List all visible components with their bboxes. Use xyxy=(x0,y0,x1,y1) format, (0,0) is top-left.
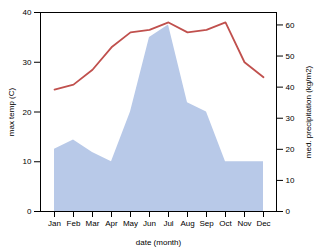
svg-text:Jun: Jun xyxy=(143,219,156,228)
svg-text:60: 60 xyxy=(286,20,295,29)
svg-text:Feb: Feb xyxy=(67,219,81,228)
svg-text:Mar: Mar xyxy=(86,219,100,228)
svg-text:med. precipitation (kg/m2): med. precipitation (kg/m2) xyxy=(304,65,313,158)
svg-text:10: 10 xyxy=(286,176,295,185)
svg-text:Jan: Jan xyxy=(48,219,61,228)
svg-text:0: 0 xyxy=(286,207,291,216)
svg-text:40: 40 xyxy=(23,8,32,17)
svg-text:Nov: Nov xyxy=(237,219,251,228)
svg-text:0: 0 xyxy=(27,207,32,216)
svg-text:Dec: Dec xyxy=(256,219,270,228)
svg-text:date (month): date (month) xyxy=(136,238,182,247)
svg-text:40: 40 xyxy=(286,83,295,92)
svg-text:May: May xyxy=(123,219,138,228)
svg-text:20: 20 xyxy=(23,108,32,117)
svg-text:Sep: Sep xyxy=(199,219,214,228)
svg-text:20: 20 xyxy=(286,145,295,154)
svg-text:Aug: Aug xyxy=(180,219,194,228)
svg-text:30: 30 xyxy=(286,114,295,123)
svg-text:10: 10 xyxy=(23,157,32,166)
svg-text:30: 30 xyxy=(23,58,32,67)
svg-text:Oct: Oct xyxy=(219,219,232,228)
svg-text:Apr: Apr xyxy=(105,219,118,228)
svg-text:50: 50 xyxy=(286,52,295,61)
svg-text:max temp (C): max temp (C) xyxy=(7,87,16,136)
svg-text:Jul: Jul xyxy=(163,219,173,228)
